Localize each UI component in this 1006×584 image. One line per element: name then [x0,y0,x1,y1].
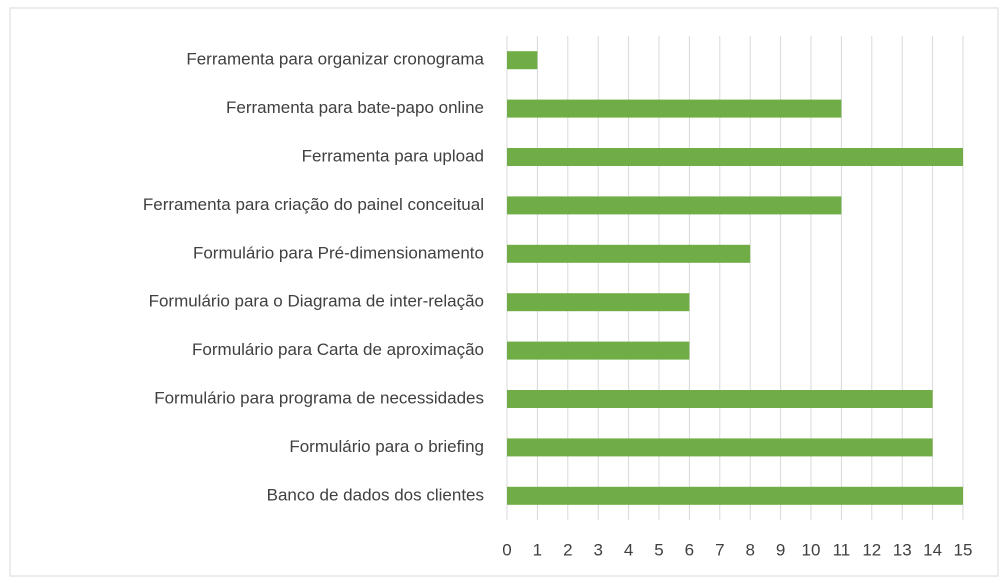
x-tick-label: 5 [654,540,663,559]
bar [507,51,538,70]
x-tick-label: 14 [923,540,942,559]
x-tick-label: 4 [624,540,633,559]
y-tick-label: Ferramenta para upload [302,146,484,165]
x-tick-label: 8 [745,540,754,559]
bar [507,438,933,457]
x-tick-label: 15 [954,540,973,559]
y-tick-label: Ferramenta para bate-papo online [226,98,484,117]
y-tick-label: Formulário para o briefing [289,437,484,456]
bar [507,99,842,118]
bar [507,196,842,215]
bar [507,341,690,360]
y-tick-label: Ferramenta para criação do painel concei… [143,195,484,214]
bar [507,293,690,312]
bar [507,390,933,408]
x-tick-label: 0 [502,540,511,559]
x-tick-label: 7 [715,540,724,559]
bar [507,486,963,505]
x-tick-label: 6 [685,540,694,559]
y-tick-label: Ferramenta para organizar cronograma [186,50,484,69]
y-tick-label: Formulário para o Diagrama de inter-rela… [149,292,484,311]
y-tick-label: Formulário para programa de necessidades [154,388,484,407]
x-tick-label: 13 [893,540,912,559]
bar [507,244,751,263]
x-tick-label: 3 [593,540,602,559]
x-tick-label: 12 [862,540,881,559]
bar [507,148,963,166]
x-tick-label: 2 [563,540,572,559]
x-tick-label: 11 [833,540,851,559]
y-tick-label: Formulário para Pré-dimensionamento [193,243,484,262]
x-tick-label: 10 [802,540,821,559]
x-tick-label: 9 [776,540,785,559]
y-tick-label: Formulário para Carta de aproximação [192,340,484,359]
y-tick-label: Banco de dados dos clientes [267,485,484,504]
x-tick-label: 1 [533,540,542,559]
